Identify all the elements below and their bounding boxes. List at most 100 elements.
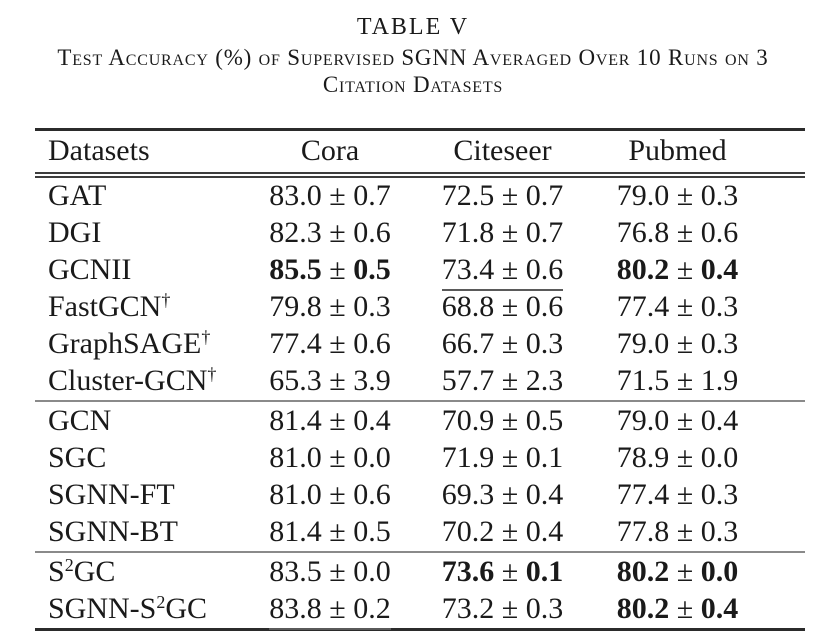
accuracy-cell: 73.6 ± 0.1 bbox=[410, 551, 595, 591]
table-header: Datasets Cora Citeseer Pubmed bbox=[35, 129, 805, 178]
table-row: S2GC 83.5 ± 0.0 73.6 ± 0.1 80.2 ± 0.0 bbox=[35, 551, 805, 591]
table-row: GraphSAGE† 77.4 ± 0.6 66.7 ± 0.3 79.0 ± 0.3 bbox=[35, 326, 805, 363]
accuracy-value: 77.4 ± 0.3 bbox=[616, 478, 739, 511]
accuracy-value: 81.0 ± 0.0 bbox=[269, 441, 391, 474]
table-row: GCNII 85.5 ± 0.5 73.4 ± 0.6 80.2 ± 0.4 bbox=[35, 252, 805, 291]
table-caption-line2: Citation Datasets bbox=[322, 72, 504, 97]
accuracy-cell: 80.2 ± 0.0 bbox=[595, 551, 805, 591]
accuracy-value: 73.2 ± 0.3 bbox=[441, 592, 564, 625]
accuracy-cell: 73.2 ± 0.3 bbox=[410, 591, 595, 630]
label-text: GC bbox=[73, 555, 116, 588]
table-row: SGC 81.0 ± 0.0 71.9 ± 0.1 78.9 ± 0.0 bbox=[35, 440, 805, 477]
accuracy-value: 80.2 ± 0.4 bbox=[616, 253, 739, 286]
accuracy-value: 71.9 ± 0.1 bbox=[441, 441, 564, 474]
accuracy-value: 70.2 ± 0.4 bbox=[441, 515, 564, 548]
accuracy-value: 80.2 ± 0.4 bbox=[616, 592, 739, 625]
method-label: SGC bbox=[35, 440, 250, 477]
method-label: GraphSAGE† bbox=[35, 326, 250, 363]
label-text: GC bbox=[165, 592, 208, 625]
label-text: SGC bbox=[48, 441, 107, 474]
accuracy-value: 70.9 ± 0.5 bbox=[441, 404, 564, 437]
label-superscript: † bbox=[207, 364, 217, 385]
accuracy-value: 83.8 ± 0.2 bbox=[269, 592, 391, 630]
label-text: GCN bbox=[48, 404, 112, 437]
accuracy-value: 77.8 ± 0.3 bbox=[616, 515, 739, 548]
label-text: SGNN-BT bbox=[48, 515, 179, 548]
label-superscript: 2 bbox=[64, 555, 74, 576]
accuracy-value: 82.3 ± 0.6 bbox=[269, 216, 391, 249]
method-label: SGNN-BT bbox=[35, 514, 250, 552]
accuracy-value: 79.0 ± 0.3 bbox=[616, 179, 739, 212]
accuracy-cell: 83.0 ± 0.7 bbox=[250, 175, 410, 215]
accuracy-cell: 79.0 ± 0.4 bbox=[595, 400, 805, 440]
accuracy-value: 71.5 ± 1.9 bbox=[616, 364, 739, 397]
accuracy-cell: 79.0 ± 0.3 bbox=[595, 326, 805, 363]
table-row: SGNN-BT 81.4 ± 0.5 70.2 ± 0.4 77.8 ± 0.3 bbox=[35, 514, 805, 552]
accuracy-value: 83.5 ± 0.0 bbox=[269, 555, 391, 588]
table-row: SGNN-FT 81.0 ± 0.6 69.3 ± 0.4 77.4 ± 0.3 bbox=[35, 477, 805, 514]
accuracy-cell: 66.7 ± 0.3 bbox=[410, 326, 595, 363]
label-text: GraphSAGE bbox=[48, 327, 202, 360]
method-label: DGI bbox=[35, 215, 250, 252]
method-label: SGNN-S2GC bbox=[35, 591, 250, 630]
accuracy-cell: 69.3 ± 0.4 bbox=[410, 477, 595, 514]
accuracy-cell: 80.2 ± 0.4 bbox=[595, 591, 805, 630]
accuracy-value: 57.7 ± 2.3 bbox=[441, 364, 564, 397]
accuracy-cell: 77.4 ± 0.3 bbox=[595, 477, 805, 514]
label-text: S bbox=[48, 555, 65, 588]
results-table: Datasets Cora Citeseer Pubmed GAT 83.0 ± … bbox=[35, 128, 805, 631]
accuracy-cell: 77.4 ± 0.3 bbox=[595, 289, 805, 326]
accuracy-value: 79.0 ± 0.4 bbox=[616, 404, 739, 437]
accuracy-value: 81.0 ± 0.6 bbox=[269, 478, 391, 511]
accuracy-cell: 81.4 ± 0.5 bbox=[250, 514, 410, 552]
table-caption: Test Accuracy (%) of Supervised SGNN Ave… bbox=[0, 44, 826, 98]
accuracy-cell: 71.9 ± 0.1 bbox=[410, 440, 595, 477]
accuracy-value: 68.8 ± 0.6 bbox=[441, 290, 564, 323]
accuracy-value: 77.4 ± 0.6 bbox=[269, 327, 391, 360]
table-caption-line1: Test Accuracy (%) of Supervised SGNN Ave… bbox=[57, 45, 769, 70]
method-label: GAT bbox=[35, 175, 250, 215]
accuracy-value: 79.0 ± 0.3 bbox=[616, 327, 739, 360]
table-row: SGNN-S2GC 83.8 ± 0.2 73.2 ± 0.3 80.2 ± 0.4 bbox=[35, 591, 805, 630]
accuracy-cell: 81.0 ± 0.6 bbox=[250, 477, 410, 514]
label-superscript: † bbox=[201, 327, 211, 348]
label-superscript: 2 bbox=[156, 592, 166, 613]
accuracy-cell: 82.3 ± 0.6 bbox=[250, 215, 410, 252]
label-text: SGNN-S bbox=[48, 592, 157, 625]
table-body: GAT 83.0 ± 0.7 72.5 ± 0.7 79.0 ± 0.3 DGI 82.3… bbox=[35, 175, 805, 630]
accuracy-cell: 85.5 ± 0.5 bbox=[250, 252, 410, 289]
accuracy-cell: 65.3 ± 3.9 bbox=[250, 363, 410, 401]
table-row: Cluster-GCN† 65.3 ± 3.9 57.7 ± 2.3 71.5 ± 1… bbox=[35, 363, 805, 401]
accuracy-cell: 77.4 ± 0.6 bbox=[250, 326, 410, 363]
accuracy-value: 72.5 ± 0.7 bbox=[441, 179, 564, 212]
accuracy-cell: 81.4 ± 0.4 bbox=[250, 400, 410, 440]
accuracy-cell: 71.8 ± 0.7 bbox=[410, 215, 595, 252]
accuracy-cell: 83.5 ± 0.0 bbox=[250, 551, 410, 591]
table-row: DGI 82.3 ± 0.6 71.8 ± 0.7 76.8 ± 0.6 bbox=[35, 215, 805, 252]
method-label: GCNII bbox=[35, 252, 250, 289]
method-label: SGNN-FT bbox=[35, 477, 250, 514]
accuracy-value: 71.8 ± 0.7 bbox=[441, 216, 564, 249]
accuracy-cell: 83.8 ± 0.2 bbox=[250, 591, 410, 630]
header-citeseer: Citeseer bbox=[410, 129, 595, 178]
table-row: GCN 81.4 ± 0.4 70.9 ± 0.5 79.0 ± 0.4 bbox=[35, 400, 805, 440]
accuracy-value: 79.8 ± 0.3 bbox=[269, 290, 391, 323]
accuracy-value: 76.8 ± 0.6 bbox=[616, 216, 739, 249]
method-label: Cluster-GCN† bbox=[35, 363, 250, 401]
accuracy-cell: 81.0 ± 0.0 bbox=[250, 440, 410, 477]
header-pubmed: Pubmed bbox=[595, 129, 805, 178]
accuracy-value: 81.4 ± 0.4 bbox=[269, 404, 391, 437]
method-label: S2GC bbox=[35, 551, 250, 591]
accuracy-cell: 79.8 ± 0.3 bbox=[250, 289, 410, 326]
accuracy-cell: 80.2 ± 0.4 bbox=[595, 252, 805, 289]
label-text: SGNN-FT bbox=[48, 478, 175, 511]
label-text: Cluster-GCN bbox=[48, 364, 208, 397]
accuracy-cell: 73.4 ± 0.6 bbox=[410, 252, 595, 291]
accuracy-cell: 77.8 ± 0.3 bbox=[595, 514, 805, 552]
header-datasets: Datasets bbox=[35, 129, 250, 178]
header-cora: Cora bbox=[250, 129, 410, 178]
table-row: GAT 83.0 ± 0.7 72.5 ± 0.7 79.0 ± 0.3 bbox=[35, 175, 805, 215]
accuracy-value: 73.6 ± 0.1 bbox=[441, 555, 564, 588]
method-label: GCN bbox=[35, 400, 250, 440]
